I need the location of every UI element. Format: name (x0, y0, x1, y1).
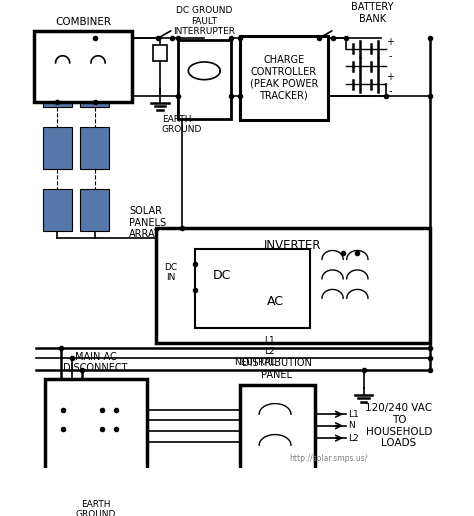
FancyBboxPatch shape (155, 229, 430, 343)
Text: L2: L2 (348, 433, 359, 443)
Text: 120/240 VAC
TO
HOUSEHOLD
LOADS: 120/240 VAC TO HOUSEHOLD LOADS (365, 404, 432, 448)
FancyBboxPatch shape (240, 385, 315, 482)
FancyBboxPatch shape (34, 31, 132, 102)
Text: DC: DC (213, 269, 231, 282)
Text: -: - (388, 51, 392, 61)
Bar (81, 188, 109, 231)
Bar (81, 64, 109, 107)
Text: N: N (348, 421, 355, 430)
Text: DC
IN: DC IN (164, 263, 177, 282)
Text: COMBINER: COMBINER (55, 18, 111, 27)
FancyBboxPatch shape (178, 40, 231, 120)
Text: BATTERY
BANK: BATTERY BANK (351, 2, 394, 24)
Text: NEUTRAL: NEUTRAL (234, 358, 275, 367)
FancyBboxPatch shape (45, 379, 147, 472)
Bar (43, 188, 72, 231)
Text: -: - (388, 86, 392, 96)
Text: SOLAR
PANELS
ARRAY: SOLAR PANELS ARRAY (129, 206, 166, 239)
Bar (43, 126, 72, 169)
Text: L2: L2 (264, 347, 275, 356)
Text: EARTH
GROUND: EARTH GROUND (75, 500, 116, 516)
Text: http://solar.smps.us/: http://solar.smps.us/ (289, 454, 367, 463)
Text: +: + (386, 72, 394, 82)
Text: INVERTER: INVERTER (264, 239, 321, 252)
Text: L1: L1 (264, 336, 275, 345)
Text: DC GROUND
FAULT
INTERRUPTER: DC GROUND FAULT INTERRUPTER (173, 7, 235, 36)
Text: EARTH
GROUND: EARTH GROUND (162, 115, 202, 135)
Text: AC: AC (266, 295, 283, 308)
Text: MAIN AC
DISCONNECT: MAIN AC DISCONNECT (63, 352, 128, 374)
Bar (81, 126, 109, 169)
Text: CHARGE
CONTROLLER
(PEAK POWER
TRACKER): CHARGE CONTROLLER (PEAK POWER TRACKER) (250, 56, 318, 100)
FancyBboxPatch shape (195, 249, 310, 328)
FancyBboxPatch shape (153, 45, 167, 61)
Bar (43, 64, 72, 107)
Text: +: + (386, 37, 394, 46)
Text: DISTRIBUTION
PANEL: DISTRIBUTION PANEL (242, 358, 312, 380)
FancyBboxPatch shape (240, 36, 328, 120)
Text: L1: L1 (348, 410, 359, 418)
